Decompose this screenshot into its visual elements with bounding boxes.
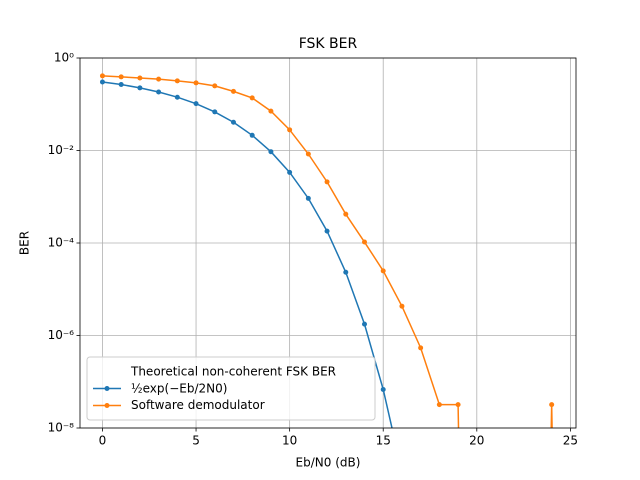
point bbox=[99, 79, 105, 85]
x-tick-label: 15 bbox=[376, 434, 391, 448]
legend: Theoretical non-coherent FSK BER ½exp(−Eb… bbox=[86, 356, 376, 421]
point bbox=[212, 109, 218, 115]
point bbox=[99, 73, 105, 79]
point bbox=[436, 402, 442, 408]
x-tick-label: 10 bbox=[282, 434, 297, 448]
point bbox=[549, 402, 555, 408]
point bbox=[268, 108, 274, 114]
point bbox=[118, 82, 124, 88]
point bbox=[212, 83, 218, 89]
legend-marker bbox=[104, 386, 110, 391]
point bbox=[156, 89, 162, 95]
point bbox=[343, 211, 349, 217]
point bbox=[287, 169, 293, 175]
legend-marker bbox=[104, 403, 110, 408]
point bbox=[399, 303, 405, 309]
y-tick-label: 10⁻⁴ bbox=[48, 236, 75, 250]
point bbox=[287, 127, 293, 133]
point bbox=[230, 88, 236, 94]
point bbox=[343, 269, 349, 275]
chart-title: FSK BER bbox=[299, 36, 358, 52]
y-tick-label: 10⁰ bbox=[54, 51, 74, 65]
point bbox=[399, 469, 404, 474]
point bbox=[380, 386, 386, 392]
x-tick-label: 25 bbox=[563, 434, 578, 448]
plot-area bbox=[99, 73, 555, 474]
x-tick-label: 20 bbox=[469, 434, 484, 448]
point bbox=[249, 132, 255, 138]
point bbox=[268, 149, 274, 155]
point bbox=[118, 74, 124, 80]
point bbox=[174, 94, 180, 100]
point bbox=[230, 119, 236, 125]
x-axis-label: Eb/N0 (dB) bbox=[296, 456, 361, 470]
point bbox=[361, 321, 367, 327]
point bbox=[380, 268, 386, 274]
point bbox=[156, 76, 162, 82]
series-line bbox=[102, 75, 553, 428]
point bbox=[418, 345, 424, 351]
point bbox=[137, 85, 143, 91]
axes-frame bbox=[79, 57, 577, 429]
point bbox=[455, 402, 461, 408]
series-line bbox=[102, 81, 393, 428]
legend-label: Software demodulator bbox=[131, 398, 265, 412]
y-tick-label: 10⁻² bbox=[48, 143, 75, 157]
y-tick-label: 10⁻⁶ bbox=[48, 328, 75, 342]
point bbox=[193, 80, 199, 86]
x-tick-label: 5 bbox=[192, 434, 200, 448]
point bbox=[137, 75, 143, 81]
legend-box bbox=[86, 356, 376, 421]
point bbox=[305, 195, 311, 201]
point bbox=[324, 228, 330, 234]
point bbox=[324, 179, 330, 185]
y-axis-label: BER bbox=[18, 231, 32, 255]
legend-label: Theoretical non-coherent FSK BER ½exp(−Eb… bbox=[130, 364, 336, 395]
point bbox=[174, 78, 180, 84]
y-tick-label: 10⁻⁸ bbox=[48, 421, 75, 435]
point bbox=[361, 239, 367, 245]
x-tick-label: 0 bbox=[99, 434, 107, 448]
grid: 0 5 10 15 20 25 10⁰ 10⁻² 10⁻⁴ 10⁻⁶ 10⁻⁸ bbox=[48, 51, 578, 448]
point bbox=[193, 101, 199, 107]
point bbox=[305, 151, 311, 157]
point bbox=[249, 95, 255, 101]
